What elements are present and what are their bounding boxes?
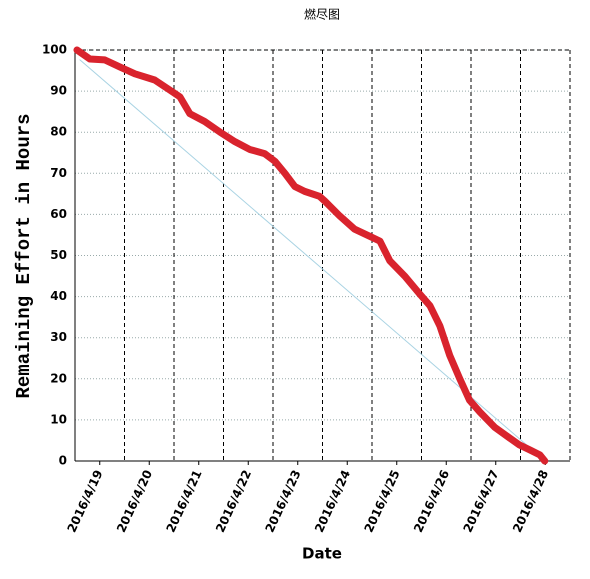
- y-tick-label: 50: [50, 248, 67, 262]
- x-tick-label: 2016/4/23: [263, 468, 304, 535]
- x-tick-label: 2016/4/24: [312, 468, 353, 535]
- y-tick-label: 100: [42, 43, 67, 57]
- x-tick-label: 2016/4/25: [362, 468, 403, 535]
- x-tick-label: 2016/4/27: [461, 468, 502, 535]
- y-axis-title: Remaining Effort in Hours: [13, 113, 35, 398]
- y-tick-label: 20: [50, 371, 67, 385]
- x-tick-label: 2016/4/20: [114, 468, 155, 535]
- x-tick-label: 2016/4/21: [164, 468, 205, 535]
- x-tick-label: 2016/4/28: [510, 468, 551, 535]
- y-tick-label: 60: [50, 207, 67, 221]
- series-line: [73, 46, 549, 465]
- y-tick-label: 10: [50, 412, 67, 426]
- y-tick-label: 90: [50, 84, 67, 98]
- x-tick-label: 2016/4/26: [411, 468, 452, 535]
- y-tick-label: 80: [50, 125, 67, 139]
- y-tick-label: 0: [59, 454, 67, 468]
- chart-title: 燃尽图: [304, 7, 340, 22]
- x-tick-label: 2016/4/19: [65, 468, 106, 535]
- y-tick-label: 70: [50, 166, 67, 180]
- x-axis-title: Date: [302, 545, 342, 563]
- x-tick-label: 2016/4/22: [213, 468, 254, 535]
- y-tick-label: 40: [50, 289, 67, 303]
- y-tick-label: 30: [50, 330, 67, 344]
- series-line: [79, 59, 546, 462]
